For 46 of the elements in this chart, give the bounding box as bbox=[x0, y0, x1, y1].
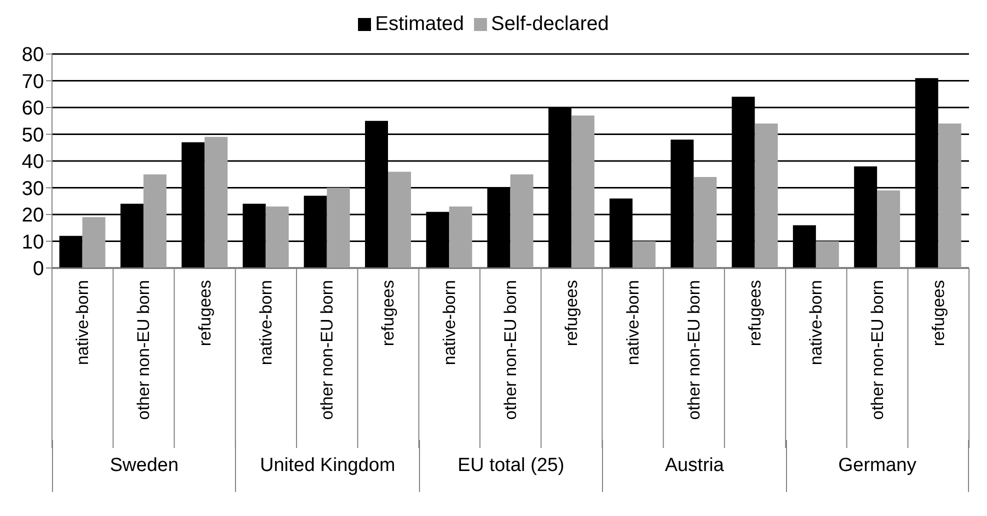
y-tick-label: 50 bbox=[22, 124, 44, 146]
x-tick-label: refugees bbox=[562, 280, 582, 346]
y-tick-label: 40 bbox=[22, 151, 44, 174]
x-tick-label: other non-EU born bbox=[318, 280, 337, 420]
x-tick-label: refugees bbox=[195, 280, 214, 346]
y-tick-label: 60 bbox=[22, 98, 44, 120]
x-tick-label: native-born bbox=[623, 280, 642, 366]
bar bbox=[510, 174, 534, 268]
text: EU total (25) bbox=[458, 455, 564, 477]
text: Sweden bbox=[110, 455, 179, 477]
bar bbox=[388, 172, 412, 268]
y-tick-label: 70 bbox=[22, 70, 44, 93]
x-tick-label: other non-EU born bbox=[684, 280, 704, 420]
x-tick-label: other non-EU born bbox=[134, 280, 154, 420]
bar bbox=[938, 124, 962, 268]
x-tick-label: refugees bbox=[928, 280, 948, 346]
bar bbox=[449, 206, 472, 268]
bar bbox=[571, 116, 594, 268]
bar bbox=[143, 174, 166, 268]
bar bbox=[694, 177, 717, 268]
bar bbox=[816, 241, 839, 268]
y-tick-label: 0 bbox=[32, 258, 44, 280]
x-tick-label: native-born bbox=[440, 280, 459, 366]
x-tick-label: native-born bbox=[73, 280, 92, 366]
bar bbox=[82, 217, 106, 268]
text: United Kingdom bbox=[260, 455, 396, 477]
bar bbox=[632, 241, 656, 268]
x-tick-label: other non-EU born bbox=[501, 280, 520, 420]
y-tick-label: 20 bbox=[22, 204, 44, 227]
x-tick-label: refugees bbox=[378, 280, 398, 346]
legend-label: Self-declared bbox=[491, 13, 609, 35]
text: Germany bbox=[838, 455, 916, 477]
y-tick-label: 80 bbox=[22, 44, 44, 66]
bar bbox=[877, 190, 900, 268]
y-tick-label: 30 bbox=[22, 178, 44, 200]
y-tick-label: 10 bbox=[22, 231, 44, 254]
bar bbox=[204, 136, 228, 268]
bar bbox=[326, 188, 350, 268]
x-tick-label: other non-EU born bbox=[868, 280, 887, 420]
x-tick-label: native-born bbox=[806, 280, 826, 366]
text: Austria bbox=[664, 455, 724, 477]
bar bbox=[266, 206, 289, 268]
bar bbox=[754, 124, 778, 268]
x-tick-label: native-born bbox=[256, 280, 276, 366]
x-tick-label: refugees bbox=[746, 280, 765, 346]
legend-label: Estimated bbox=[375, 13, 464, 35]
